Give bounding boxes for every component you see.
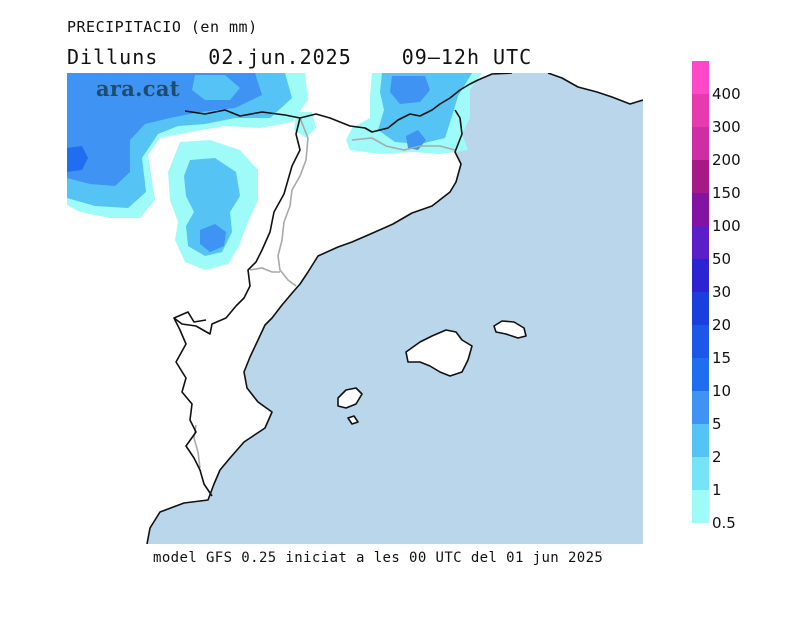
precip-area-centre	[168, 140, 258, 270]
forecast-date: 02.jun.2025	[208, 45, 352, 69]
forecast-hours: 09–12h UTC	[401, 45, 533, 69]
legend-swatch	[692, 358, 709, 391]
legend-label: 5	[712, 415, 722, 433]
legend-swatch	[692, 259, 709, 292]
legend-swatch	[692, 226, 709, 259]
legend-swatch	[692, 127, 709, 160]
precip-area-pyrenees	[294, 73, 482, 154]
island-formentera	[347, 415, 359, 425]
balearic-islands	[337, 320, 527, 425]
forecast-day: Dilluns	[67, 45, 159, 69]
legend-label: 0.5	[712, 514, 736, 532]
legend-swatch	[692, 94, 709, 127]
legend-label: 20	[712, 316, 732, 334]
legend-swatch	[692, 292, 709, 325]
legend-swatch	[692, 457, 709, 490]
legend-label: 2	[712, 448, 722, 466]
legend-label: 100	[712, 217, 741, 235]
legend-swatch	[692, 61, 709, 94]
legend-label: 1	[712, 481, 722, 499]
island-menorca	[493, 320, 527, 339]
legend-swatch	[692, 193, 709, 226]
coastlines	[146, 73, 643, 544]
legend-swatch	[692, 160, 709, 193]
legend-label: 200	[712, 151, 741, 169]
precip-area-west	[67, 73, 308, 218]
sea	[147, 73, 643, 544]
chart-title: PRECIPITACIO (en mm)	[67, 18, 258, 36]
brand-logo: ara.cat	[96, 76, 180, 101]
legend-swatch	[692, 391, 709, 424]
forecast-period: Dilluns 02.jun.2025 09–12h UTC	[67, 45, 582, 69]
island-ibiza	[337, 387, 363, 409]
island-mallorca	[405, 329, 473, 377]
legend-label: 15	[712, 349, 732, 367]
legend-label: 400	[712, 85, 741, 103]
legend-label: 50	[712, 250, 732, 268]
legend-label: 10	[712, 382, 732, 400]
legend-label: 150	[712, 184, 741, 202]
legend-swatch	[692, 490, 709, 523]
model-info: model GFS 0.25 iniciat a les 00 UTC del …	[153, 550, 604, 566]
legend-label: 300	[712, 118, 741, 136]
legend-swatch	[692, 325, 709, 358]
legend-swatch	[692, 424, 709, 457]
legend-label: 30	[712, 283, 732, 301]
